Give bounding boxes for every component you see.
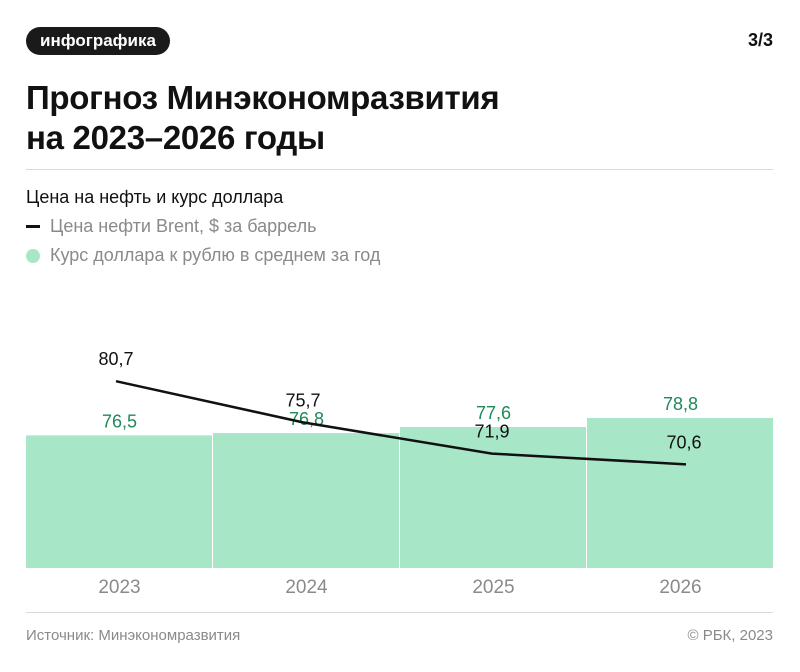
legend-oil: Цена нефти Brent, $ за баррель xyxy=(26,216,316,237)
x-tick-label-2026: 2026 xyxy=(659,577,701,598)
page-title: Прогноз Минэкономразвития на 2023–2026 г… xyxy=(26,78,766,158)
legend-line-swatch xyxy=(26,225,40,228)
legend-usd-label: Курс доллара к рублю в среднем за год xyxy=(50,245,381,265)
footer-divider xyxy=(26,612,773,613)
oil-price-label-2025: 71,9 xyxy=(474,422,509,442)
oil-price-label-2026: 70,6 xyxy=(666,432,701,452)
oil-price-label-2023: 80,7 xyxy=(98,349,133,369)
x-tick-label-2023: 2023 xyxy=(98,577,140,598)
source-note: Источник: Минэкономразвития xyxy=(26,627,241,644)
legend-dot-swatch xyxy=(26,248,40,263)
title-line-2: на 2023–2026 годы xyxy=(26,119,325,156)
usd-bar-label-2025: 77,6 xyxy=(476,403,511,423)
legend-oil-label: Цена нефти Brent, $ за баррель xyxy=(50,216,317,236)
usd-bar-2023 xyxy=(26,435,212,568)
copyright-note: © РБК, 2023 xyxy=(687,627,773,644)
x-tick-label-2025: 2025 xyxy=(472,577,514,598)
category-tag: инфографика xyxy=(26,27,170,55)
page-counter: 3/3 xyxy=(747,30,773,50)
usd-bar-2025 xyxy=(400,427,586,568)
header-divider xyxy=(26,169,773,170)
oil-price-line xyxy=(115,379,687,466)
usd-bar-2026 xyxy=(587,417,773,568)
usd-bar-2024 xyxy=(213,433,399,568)
legend-usd: Курс доллара к рублю в среднем за год xyxy=(26,245,380,266)
usd-bar-label-2026: 78,8 xyxy=(663,394,698,414)
oil-price-label-2024: 75,7 xyxy=(285,390,320,410)
x-tick-label-2024: 2024 xyxy=(285,577,328,598)
chart-subtitle: Цена на нефть и курс доллара xyxy=(26,187,284,207)
title-line-1: Прогноз Минэкономразвития xyxy=(26,79,500,116)
usd-bar-label-2023: 76,5 xyxy=(102,411,137,431)
